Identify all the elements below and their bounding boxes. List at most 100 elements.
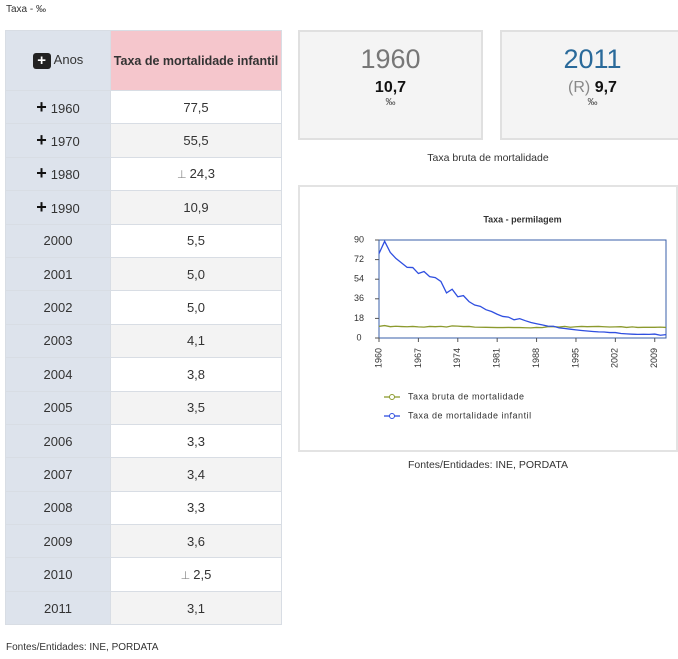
year: 2001 xyxy=(43,266,73,282)
table-row: +1990 10,9 xyxy=(5,190,282,225)
flag: ⊥ xyxy=(177,169,187,182)
expand-icon[interactable]: + xyxy=(36,96,47,117)
table-row: 2007 3,4 xyxy=(5,457,282,492)
table-row: 2003 4,1 xyxy=(5,323,282,359)
legend-label: Taxa de mortalidade infantil xyxy=(408,410,532,420)
legend-marker xyxy=(389,394,395,400)
x-tick-label: 1988 xyxy=(531,348,541,368)
cards-caption: Taxa bruta de mortalidade xyxy=(427,152,549,164)
chart-source: Fontes/Entidades: INE, PORDATA xyxy=(407,459,569,471)
year: 2007 xyxy=(43,466,73,482)
value: 3,1 xyxy=(186,600,206,616)
year-header: + Anos xyxy=(5,30,111,91)
expand-all-icon[interactable]: + xyxy=(32,52,51,69)
expand-icon[interactable]: + xyxy=(36,163,47,184)
year: 2009 xyxy=(43,533,73,549)
value-cell: 5,5 xyxy=(110,223,282,258)
table-row: 2011 3,1 xyxy=(5,590,282,626)
table-row: +1980 ⊥ 24,3 xyxy=(5,156,282,192)
value: 3,4 xyxy=(186,466,206,482)
card-year: 2011 xyxy=(563,44,622,74)
table-row: +1970 55,5 xyxy=(5,123,282,158)
year: 2011 xyxy=(44,600,72,616)
value-cell: ⊥ 24,3 xyxy=(110,156,282,192)
value: 24,3 xyxy=(189,166,215,182)
year-cell: 2001 xyxy=(5,256,111,292)
page-title: Taxa - ‰ xyxy=(6,4,47,15)
year: 1990 xyxy=(50,200,80,216)
year: 1970 xyxy=(50,134,80,150)
year: 2002 xyxy=(43,300,73,316)
value: 77,5 xyxy=(183,99,209,115)
expand-icon[interactable]: + xyxy=(36,196,47,217)
value-cell: 5,0 xyxy=(110,256,282,292)
year-cell: 2006 xyxy=(5,423,111,459)
year-cell: 2008 xyxy=(5,490,111,526)
x-tick-label: 2009 xyxy=(649,348,659,368)
value-cell: 4,1 xyxy=(110,323,282,359)
year-cell: +1970 xyxy=(5,123,111,158)
chart-box: Taxa - permilagem 0 18 36 54 72 90 1960 1967 1974… xyxy=(298,185,678,452)
value-cell: 3,5 xyxy=(110,390,282,425)
year: 2008 xyxy=(43,500,73,516)
value-cell: 3,8 xyxy=(110,357,282,392)
x-tick-label: 1974 xyxy=(452,348,462,368)
table-row: +1960 77,5 xyxy=(5,89,282,125)
value: 4,1 xyxy=(186,333,206,349)
year: 2005 xyxy=(43,400,73,416)
year-cell: 2000 xyxy=(5,223,111,258)
value: 5,5 xyxy=(186,233,206,249)
value: 5,0 xyxy=(186,266,206,282)
year: 2006 xyxy=(43,433,73,449)
series-line xyxy=(378,239,667,336)
table-row: 2008 3,3 xyxy=(5,490,282,526)
table-row: 2000 5,5 xyxy=(5,223,282,258)
value-header: Taxa de mortalidade infantil xyxy=(110,30,282,91)
series-line xyxy=(378,324,667,329)
chart: Taxa - permilagem 0 18 36 54 72 90 1960 1967 1974… xyxy=(354,214,667,420)
value: 5,0 xyxy=(186,300,206,316)
year: 2010 xyxy=(43,567,73,583)
chart-title: Taxa - permilagem xyxy=(483,214,561,224)
table-row: 2005 3,5 xyxy=(5,390,282,425)
plot-area xyxy=(378,239,667,339)
card: 2011 (R) 9,7 ‰ xyxy=(500,30,678,140)
value-cell: 77,5 xyxy=(110,89,282,125)
card-value: (R) 9,7 xyxy=(502,79,678,97)
x-tick-label: 1981 xyxy=(492,348,502,368)
expand-icon[interactable]: + xyxy=(36,130,47,151)
card-unit: ‰ xyxy=(587,97,598,108)
value-cell: 3,4 xyxy=(110,457,282,492)
table-row: 2004 3,8 xyxy=(5,357,282,392)
year: 2000 xyxy=(43,233,73,249)
table-row: 2002 5,0 xyxy=(5,290,282,325)
x-tick-label: 1967 xyxy=(413,348,423,368)
data-table: + Anos Taxa de mortalidade infantil +1960… xyxy=(5,30,282,626)
value: 2,5 xyxy=(193,567,212,583)
value: 3,6 xyxy=(186,533,206,549)
y-tick-label: 54 xyxy=(354,274,364,284)
year-cell: 2003 xyxy=(5,323,111,359)
table-row: 2010 ⊥ 2,5 xyxy=(5,557,282,592)
table-source: Fontes/Entidades: INE, PORDATA xyxy=(6,642,159,653)
y-tick-label: 18 xyxy=(354,313,364,323)
value: 55,5 xyxy=(183,133,209,149)
card-unit: ‰ xyxy=(385,97,396,108)
value: 3,3 xyxy=(186,500,206,516)
value-cell: ⊥ 2,5 xyxy=(110,557,282,592)
y-tick-label: 72 xyxy=(354,254,364,264)
legend-label: Taxa bruta de mortalidade xyxy=(408,391,525,401)
value-cell: 3,1 xyxy=(110,590,282,626)
year: 2003 xyxy=(43,333,73,349)
year-cell: +1980 xyxy=(5,156,111,192)
value-cell: 3,3 xyxy=(110,423,282,459)
year-cell: +1960 xyxy=(5,89,111,125)
year-cell: 2010 xyxy=(5,557,111,592)
header-text: Anos xyxy=(53,52,84,68)
value-cell: 55,5 xyxy=(110,123,282,158)
card-value: 10,7 xyxy=(300,79,481,97)
y-tick-label: 36 xyxy=(354,293,364,303)
legend-marker xyxy=(389,413,395,419)
year-cell: 2007 xyxy=(5,457,111,492)
table-row: 2006 3,3 xyxy=(5,423,282,459)
